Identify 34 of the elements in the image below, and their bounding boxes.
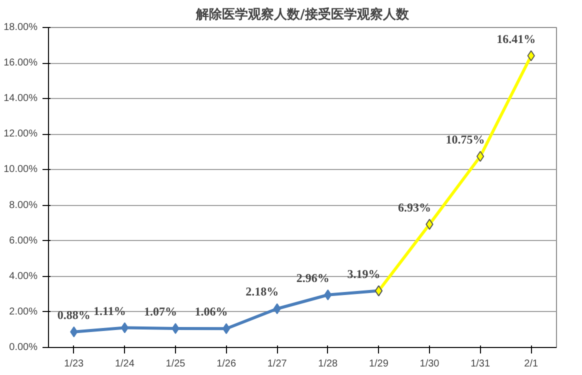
x-tick-label: 1/28: [318, 358, 338, 370]
y-tick-label: 0.00%: [9, 342, 38, 353]
x-tick-label: 1/29: [368, 358, 389, 370]
x-tick-label: 2/1: [524, 358, 538, 370]
y-tick-label: 4.00%: [9, 270, 38, 282]
y-tick-label: 6.00%: [9, 235, 38, 246]
y-tick-label: 18.00%: [4, 22, 38, 33]
data-label: 0.88%: [57, 308, 90, 322]
data-label: 6.93%: [398, 200, 431, 214]
data-label: 2.96%: [296, 270, 330, 285]
point: [476, 150, 484, 162]
chart-title: 解除医学观察人数/接受医学观察人数: [195, 6, 410, 22]
data-label: 1.11%: [94, 304, 126, 318]
point: [222, 323, 230, 334]
data-label: 10.75%: [446, 132, 485, 146]
x-tick-label: 1/26: [216, 358, 236, 370]
data-label: 2.18%: [246, 284, 279, 299]
y-tick-label: 14.00%: [4, 93, 38, 104]
x-tick-label: 1/23: [64, 358, 84, 370]
data-label: 1.06%: [194, 304, 228, 319]
x-tick-label: 1/25: [166, 358, 186, 370]
y-tick-label: 12.00%: [4, 128, 38, 140]
y-tick-label: 16.00%: [4, 58, 38, 69]
x-tick-label: 1/30: [420, 358, 440, 370]
y-tick-label: 2.00%: [9, 306, 38, 318]
x-tick-label: 1/31: [470, 358, 490, 370]
data-label: 1.07%: [144, 304, 177, 318]
data-label: 16.41%: [496, 32, 536, 46]
y-tick-label: 10.00%: [4, 164, 38, 176]
point: [120, 322, 129, 334]
data-label: 3.19%: [347, 266, 380, 281]
y-tick-label: 8.00%: [9, 200, 38, 211]
x-tick-label: 1/27: [267, 358, 288, 370]
x-tick-label: 1/24: [114, 358, 135, 370]
